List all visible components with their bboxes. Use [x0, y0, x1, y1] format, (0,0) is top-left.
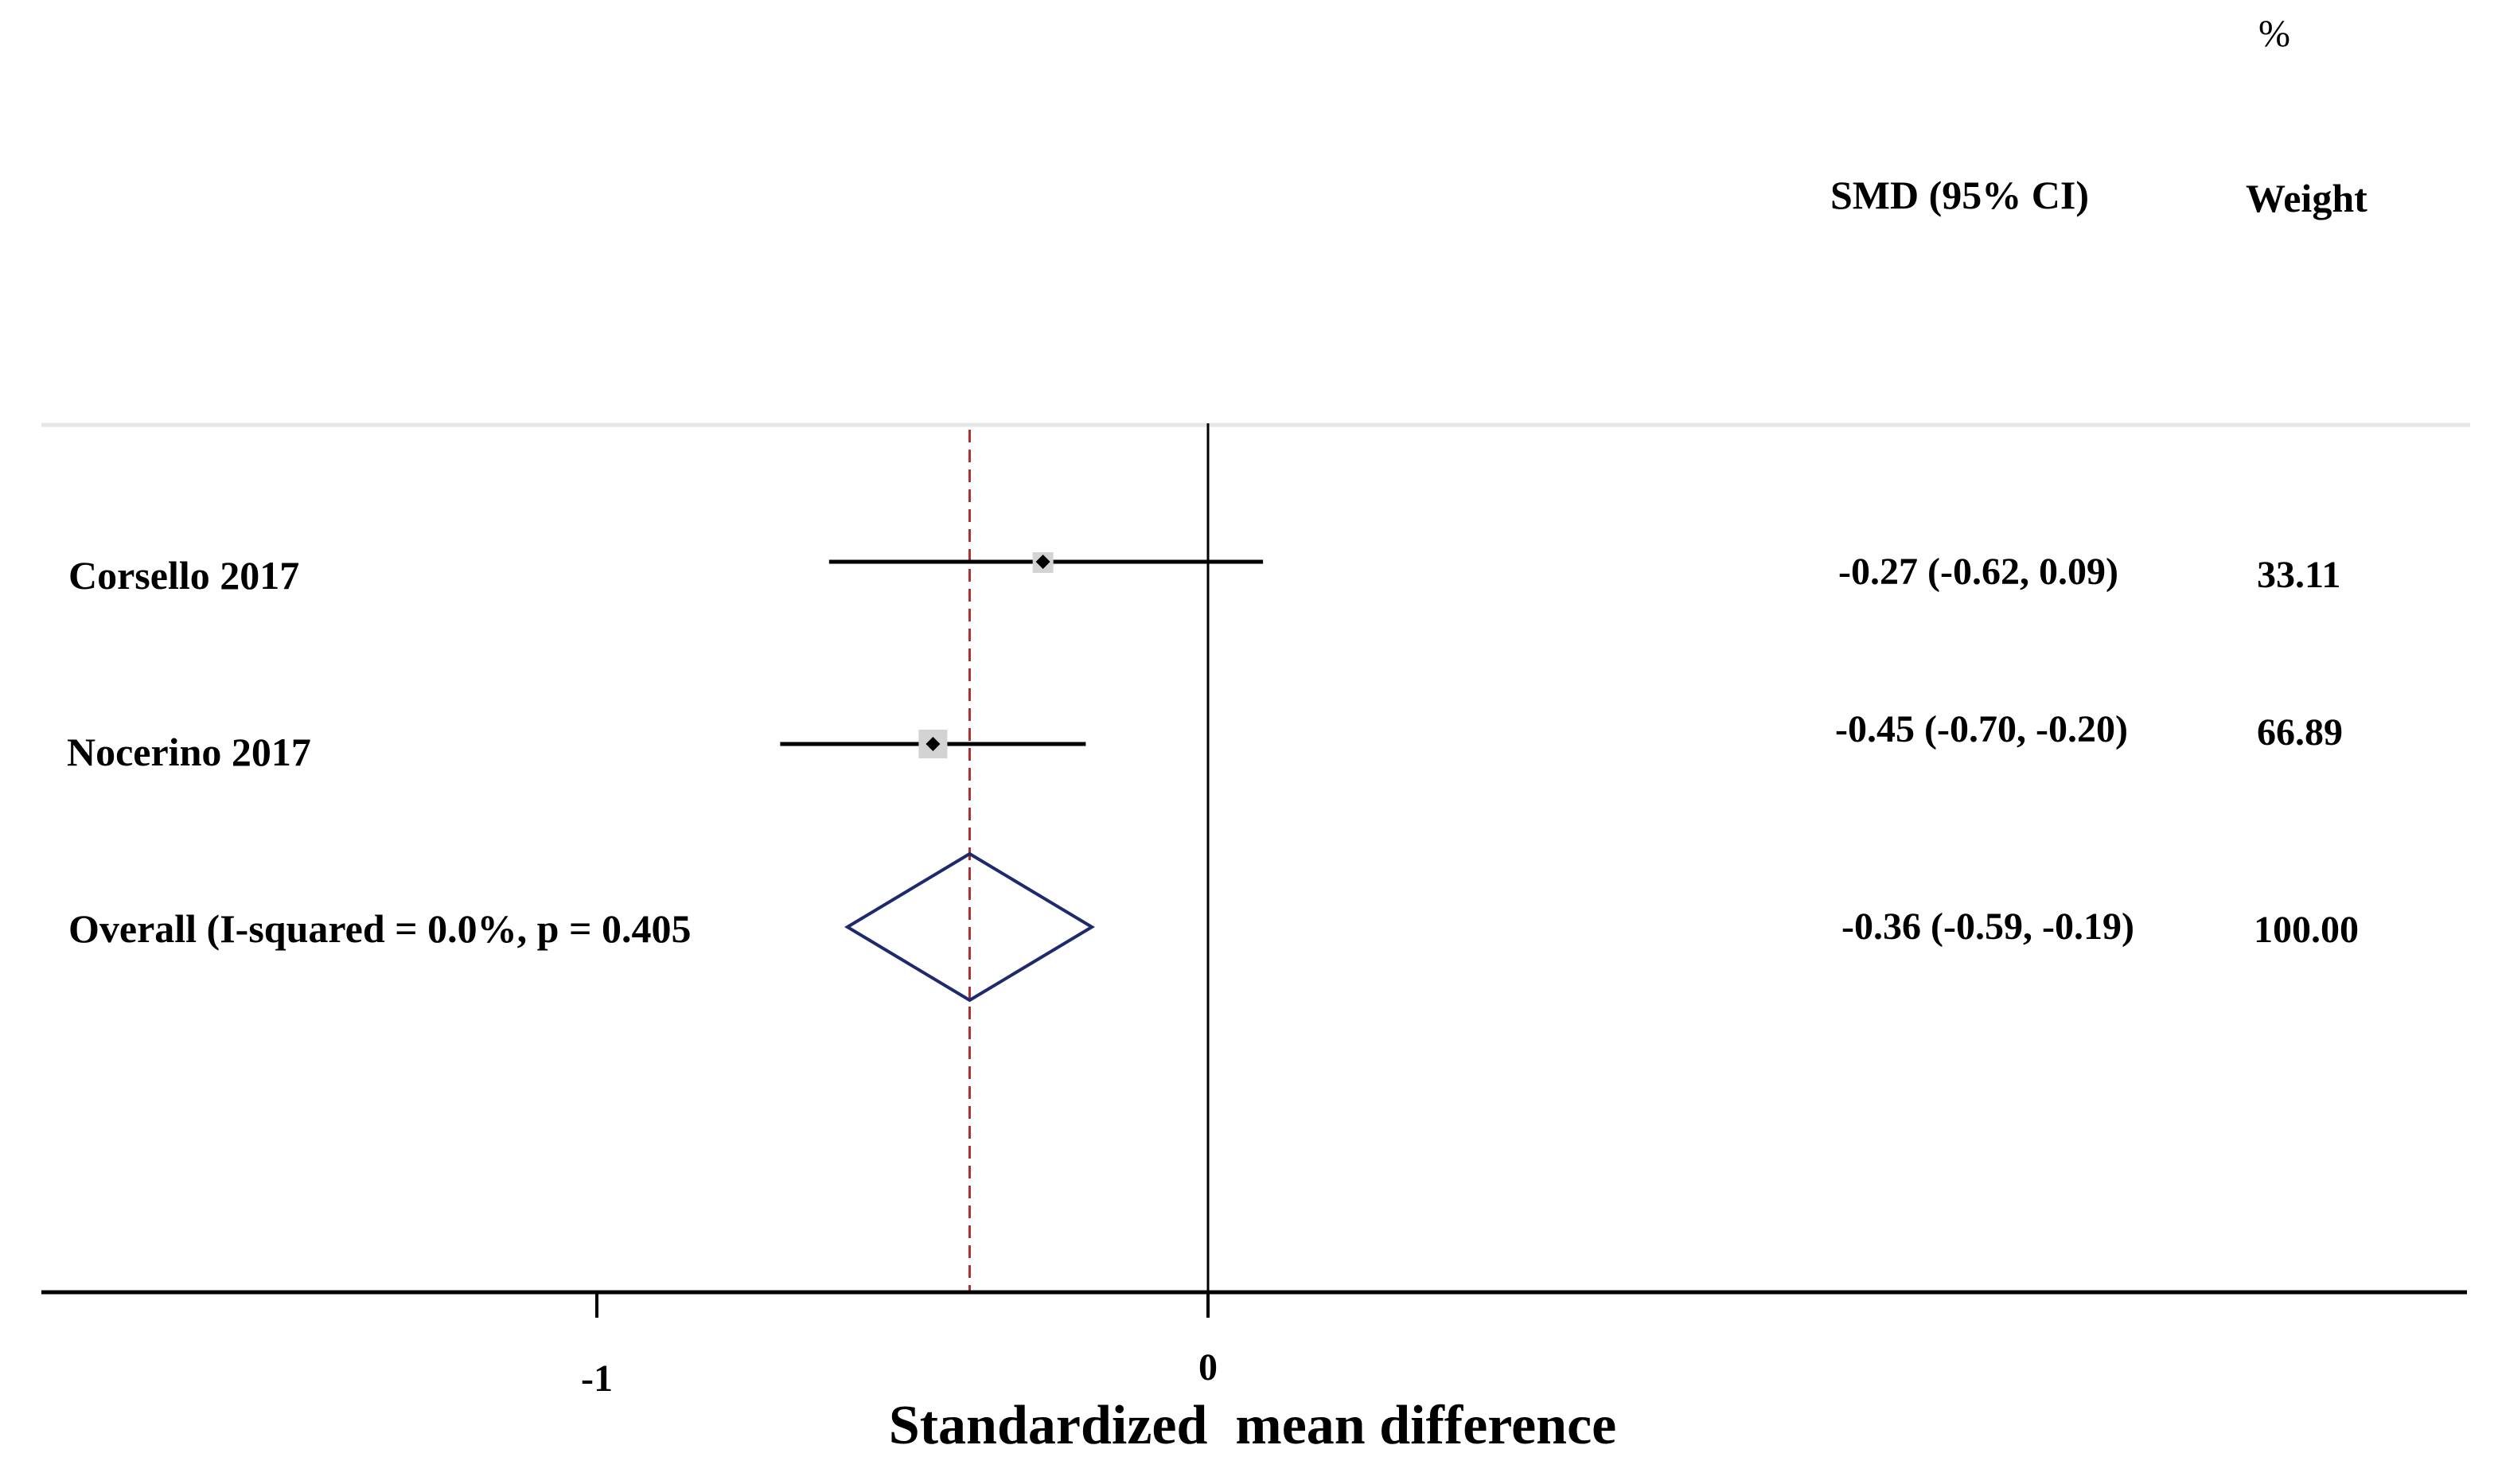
- x-axis-tick-label: 0: [1198, 1346, 1218, 1389]
- overall-ci-text: -0.36 (-0.59, -0.19): [1841, 906, 2134, 948]
- x-axis-ticks: -1 0: [581, 1292, 1218, 1400]
- study-label: Corsello 2017: [68, 553, 299, 598]
- study-ci-text: -0.27 (-0.62, 0.09): [1838, 551, 2118, 593]
- smd-header: SMD (95% CI): [1830, 173, 2089, 217]
- study-weight: 33.11: [2257, 554, 2340, 596]
- weight-header-percent: %: [2258, 13, 2290, 55]
- study-point-estimate: [1035, 555, 1050, 569]
- x-axis-tick-label: -1: [581, 1357, 613, 1400]
- study-weight: 66.89: [2257, 711, 2343, 754]
- overall-label: Overall (I-squared = 0.0%, p = 0.405: [68, 906, 691, 951]
- overall-weight: 100.00: [2254, 909, 2359, 951]
- study-point-estimate: [926, 737, 941, 751]
- study-label: Nocerino 2017: [67, 730, 311, 774]
- x-axis-label: Standardized mean difference: [889, 1395, 1616, 1456]
- study-ci-text: -0.45 (-0.70, -0.20): [1835, 708, 2128, 750]
- weight-header: Weight: [2246, 176, 2367, 220]
- overall-diamond: [844, 851, 1095, 1003]
